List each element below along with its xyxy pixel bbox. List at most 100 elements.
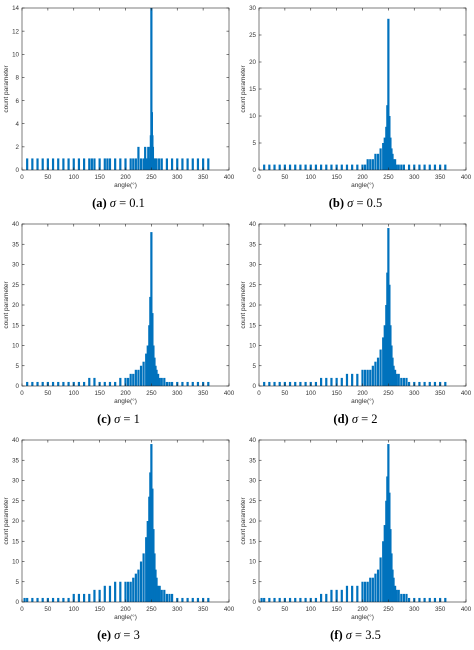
bar — [88, 593, 91, 602]
bar — [345, 164, 349, 170]
bar — [137, 369, 140, 386]
plot-frame — [258, 7, 467, 171]
bar — [106, 158, 109, 170]
bar — [405, 377, 408, 386]
x-tick-label: 400 — [224, 606, 235, 613]
bar — [351, 373, 354, 386]
bar — [137, 146, 140, 170]
y-tick-label: 15 — [12, 322, 19, 329]
bar — [340, 164, 343, 170]
chart-b: 0 50 100 150 200 250 300 350 400 0 5 10 15 20 25 30 angl… — [240, 5, 472, 189]
y-tick-label: 40 — [249, 221, 256, 228]
bar — [376, 357, 380, 386]
bar — [168, 593, 171, 602]
caption-value: = 3.5 — [355, 628, 381, 642]
caption-c: (c) σ = 1 — [0, 412, 237, 427]
bar — [134, 158, 137, 170]
y-tick-label: 5 — [16, 579, 20, 586]
y-tick-label: 30 — [249, 262, 256, 269]
bar — [397, 589, 400, 602]
bar — [361, 164, 364, 170]
x-tick-label: 400 — [461, 606, 472, 613]
bar — [379, 148, 382, 170]
plot-frame — [258, 439, 467, 603]
bar — [382, 541, 385, 602]
x-tick-label: 250 — [383, 390, 394, 397]
bar — [394, 159, 397, 170]
bar — [163, 377, 166, 386]
bar — [181, 381, 184, 386]
x-tick-label: 250 — [146, 174, 157, 181]
y-tick-label: 2 — [16, 144, 20, 151]
x-tick-label: 100 — [306, 390, 317, 397]
bar — [366, 369, 369, 386]
x-tick-label: 300 — [172, 390, 183, 397]
x-axis-label: angle(°) — [351, 613, 374, 621]
bar — [263, 381, 266, 386]
bar — [160, 158, 163, 170]
bar — [163, 589, 166, 602]
bar — [72, 593, 75, 602]
y-tick-label: 10 — [249, 113, 256, 120]
caption-tag: (a) — [92, 196, 107, 210]
bar — [165, 158, 168, 170]
y-axis-label: count parameter — [3, 281, 10, 329]
bar — [103, 158, 106, 170]
bar — [423, 164, 426, 170]
bar — [400, 164, 403, 170]
bar — [444, 164, 447, 170]
bar — [400, 377, 403, 386]
bar — [273, 164, 276, 170]
bar — [283, 164, 286, 170]
caption-symbol: σ — [347, 196, 354, 210]
bar — [191, 381, 194, 386]
bar — [304, 597, 307, 602]
bar — [67, 597, 70, 602]
y-tick-label: 4 — [16, 121, 20, 128]
y-tick-label: 14 — [12, 5, 19, 12]
bar — [119, 581, 122, 602]
bar — [299, 597, 302, 602]
bar — [41, 158, 44, 170]
bar — [114, 581, 117, 602]
bar — [273, 381, 276, 386]
y-axis-label: count parameter — [240, 497, 247, 545]
x-tick-label: 150 — [94, 390, 105, 397]
x-tick-label: 100 — [306, 174, 317, 181]
bar — [395, 373, 398, 386]
bar — [397, 164, 400, 170]
bar — [83, 381, 86, 386]
y-tick-label: 6 — [16, 98, 20, 105]
y-tick-label: 25 — [249, 282, 256, 289]
bar — [207, 381, 210, 386]
y-tick-label: 0 — [16, 599, 20, 606]
bar — [142, 158, 145, 170]
bar — [433, 164, 437, 170]
x-tick-label: 400 — [461, 390, 472, 397]
bar — [158, 377, 161, 386]
bar — [126, 581, 130, 602]
plot-frame — [21, 7, 230, 171]
x-tick-label: 150 — [331, 390, 342, 397]
bar — [366, 581, 369, 602]
bar — [103, 381, 106, 386]
bar — [325, 164, 328, 170]
bar — [397, 373, 400, 386]
y-tick-label: 40 — [12, 221, 19, 228]
x-tick-label: 200 — [120, 606, 131, 613]
bar — [124, 581, 127, 602]
bar — [124, 158, 127, 170]
bar — [137, 569, 140, 602]
bar — [418, 381, 421, 386]
bar — [294, 164, 297, 170]
bar — [423, 381, 426, 386]
bar — [158, 585, 161, 602]
bar — [181, 158, 184, 170]
y-tick-label: 25 — [249, 32, 256, 39]
bar — [392, 577, 395, 602]
bar — [196, 381, 200, 386]
y-tick-label: 12 — [12, 28, 19, 35]
caption-value: = 0.5 — [356, 196, 383, 210]
y-axis-label: count parameter — [3, 65, 10, 113]
bar — [402, 377, 405, 386]
